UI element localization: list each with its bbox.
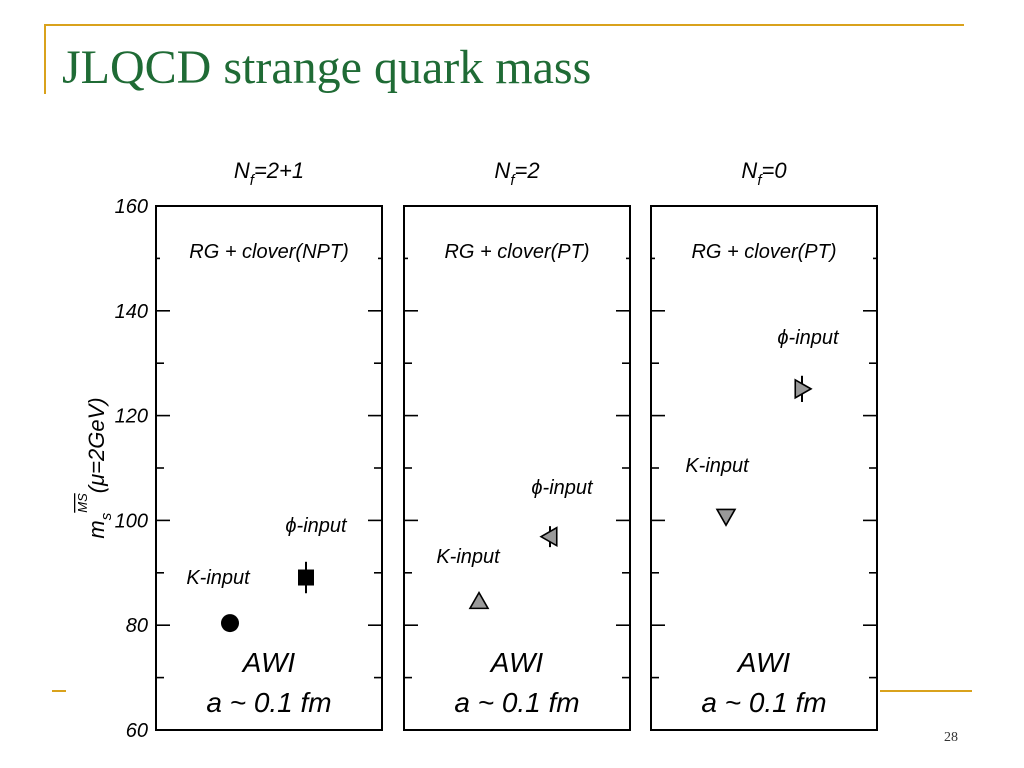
panel-label-backing <box>160 236 378 264</box>
slide-title: JLQCD strange quark mass <box>62 41 592 94</box>
panel-header-part: N <box>494 158 510 183</box>
panel-header: Nf=0 <box>741 158 787 189</box>
panel-header-part: =2+1 <box>254 158 304 183</box>
panel-spacing-label: a ~ 0.1 fm <box>701 687 826 718</box>
data-point-label: K-input <box>685 455 750 477</box>
panel-header-part: =2 <box>514 158 539 183</box>
panel-label-backing <box>408 236 626 264</box>
y-tick-label: 160 <box>115 196 148 218</box>
panel-header: Nf=2+1 <box>234 158 304 189</box>
slide-number: 28 <box>944 730 958 745</box>
bottom-rule-right <box>880 690 972 692</box>
y-tick-label: 60 <box>126 720 148 742</box>
data-point-label: ϕ-input <box>285 515 348 537</box>
panel-action-label: RG + clover(PT) <box>444 241 589 263</box>
y-tick-label: 120 <box>115 406 148 428</box>
data-point-marker <box>715 508 737 527</box>
data-point-marker <box>468 591 490 610</box>
panel-label-backing <box>655 236 873 264</box>
panel-action-label: RG + clover(PT) <box>691 241 836 263</box>
y-tick-label: 80 <box>126 615 148 637</box>
top-rule <box>44 24 964 26</box>
panel-header-part: N <box>234 158 250 183</box>
panel-header-part: f <box>250 172 256 189</box>
bottom-rule-left <box>52 690 66 692</box>
panel-header-part: N <box>741 158 757 183</box>
data-point-label: K-input <box>436 546 501 568</box>
data-point-label: ϕ-input <box>531 477 594 499</box>
panel-header: Nf=2 <box>494 158 539 189</box>
panel-action-label: RG + clover(NPT) <box>189 241 348 263</box>
panel-header-part: f <box>510 172 516 189</box>
panel-spacing-label: a ~ 0.1 fm <box>206 687 331 718</box>
panel-header-part: f <box>757 172 763 189</box>
panel-method-label: AWI <box>736 647 791 678</box>
y-axis-label-part: MS <box>75 493 90 513</box>
data-point-marker <box>539 526 558 548</box>
data-point-label: K-input <box>186 567 251 589</box>
y-axis-label: ms MS(μ=2GeV) <box>75 397 115 538</box>
data-point-label: ϕ-input <box>777 327 840 349</box>
y-axis-label-part: m <box>84 520 109 538</box>
panel-method-label: AWI <box>241 647 296 678</box>
y-tick-label: 100 <box>115 510 148 532</box>
left-rule <box>44 24 46 94</box>
y-axis-label-part: (μ=2GeV) <box>84 397 109 493</box>
y-tick-label: 140 <box>115 301 148 323</box>
data-point-marker <box>221 614 239 633</box>
panel-method-label: AWI <box>489 647 544 678</box>
data-point-marker <box>794 378 813 400</box>
panel-header-part: =0 <box>761 158 787 183</box>
data-point-marker <box>298 569 314 586</box>
panel-spacing-label: a ~ 0.1 fm <box>454 687 579 718</box>
y-axis-label-part: s <box>98 512 115 520</box>
